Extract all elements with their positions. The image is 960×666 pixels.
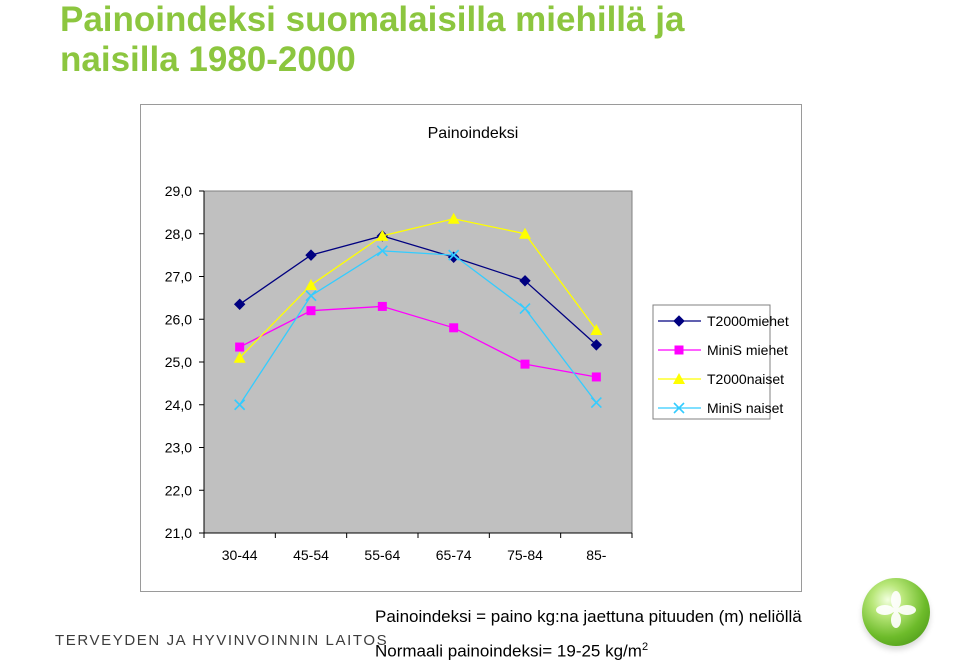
data-point xyxy=(448,249,460,261)
x-tick-label: 45-54 xyxy=(293,547,329,563)
data-point xyxy=(376,245,388,257)
y-tick-label: 23,0 xyxy=(165,440,192,456)
slide-title: Painoindeksi suomalaisilla miehillä ja n… xyxy=(60,0,920,80)
legend-marker xyxy=(673,373,685,384)
y-tick-label: 24,0 xyxy=(165,397,192,413)
y-tick-label: 22,0 xyxy=(165,482,192,498)
chart: Painoindeksi 21,0 22,0 23,0 24,0 25,0 26,0 27,… xyxy=(165,125,789,563)
bmi-formula: Painoindeksi = paino kg:na jaettuna pitu… xyxy=(375,607,802,626)
slide-title-line-2: naisilla 1980-2000 xyxy=(60,40,356,79)
data-point xyxy=(305,249,317,261)
normal-bmi-range: Normaali painoindeksi= 19-25 kg/m2 xyxy=(375,641,648,662)
x-tick-label: 55-64 xyxy=(364,547,400,563)
data-point xyxy=(233,351,246,363)
data-point xyxy=(305,279,317,291)
organization-name: TERVEYDEN JA HYVINVOINNIN LAITOS xyxy=(55,632,389,649)
data-point xyxy=(447,212,460,224)
data-point xyxy=(519,275,531,287)
data-point xyxy=(519,227,531,239)
data-point xyxy=(590,323,603,335)
series-line-0 xyxy=(239,235,597,346)
data-point xyxy=(590,397,602,409)
y-tick-label: 28,0 xyxy=(165,226,192,242)
normal-bmi-exponent: 2 xyxy=(641,641,649,653)
legend-marker xyxy=(673,315,685,327)
data-point xyxy=(376,229,389,241)
y-tick-label: 29,0 xyxy=(165,183,192,199)
y-tick-label: 27,0 xyxy=(165,269,192,285)
x-tick-label: 75-84 xyxy=(507,547,543,563)
legend-marker xyxy=(673,402,685,414)
y-tick-label: 26,0 xyxy=(165,311,192,327)
legend-marker xyxy=(674,345,684,355)
data-point xyxy=(591,372,601,382)
data-point xyxy=(306,306,316,316)
data-point xyxy=(519,302,531,315)
slide-title-line-1: Painoindeksi suomalaisilla miehillä ja xyxy=(60,0,685,39)
series-line-1 xyxy=(239,305,597,378)
y-tick-label: 21,0 xyxy=(165,525,192,541)
institute-logo xyxy=(862,578,930,646)
data-point xyxy=(449,323,459,333)
data-point xyxy=(590,339,603,351)
data-point xyxy=(234,399,246,411)
legend-label: T2000naiset xyxy=(707,371,784,387)
legend-label: MiniS miehet xyxy=(707,342,788,358)
series-line-3 xyxy=(239,250,597,406)
data-point xyxy=(520,359,530,369)
x-tick-label: 85- xyxy=(586,547,607,563)
x-tick-label: 30-44 xyxy=(222,547,258,563)
y-tick-label: 25,0 xyxy=(165,354,192,370)
normal-bmi-text: Normaali painoindeksi= 19-25 kg/m xyxy=(375,641,642,661)
data-point xyxy=(235,342,245,352)
data-point xyxy=(233,298,246,310)
data-point xyxy=(377,301,387,311)
plot-area xyxy=(203,190,633,534)
series-line-2 xyxy=(239,218,597,359)
data-point xyxy=(305,290,317,302)
legend-label: MiniS naiset xyxy=(707,400,783,416)
x-tick-label: 65-74 xyxy=(436,547,472,563)
legend-label: T2000miehet xyxy=(707,313,789,329)
chart-title: Painoindeksi xyxy=(428,125,519,142)
legend-box xyxy=(652,304,771,420)
chart-frame: Painoindeksi 21,0 22,0 23,0 24,0 25,0 26,0 27,… xyxy=(140,104,802,592)
